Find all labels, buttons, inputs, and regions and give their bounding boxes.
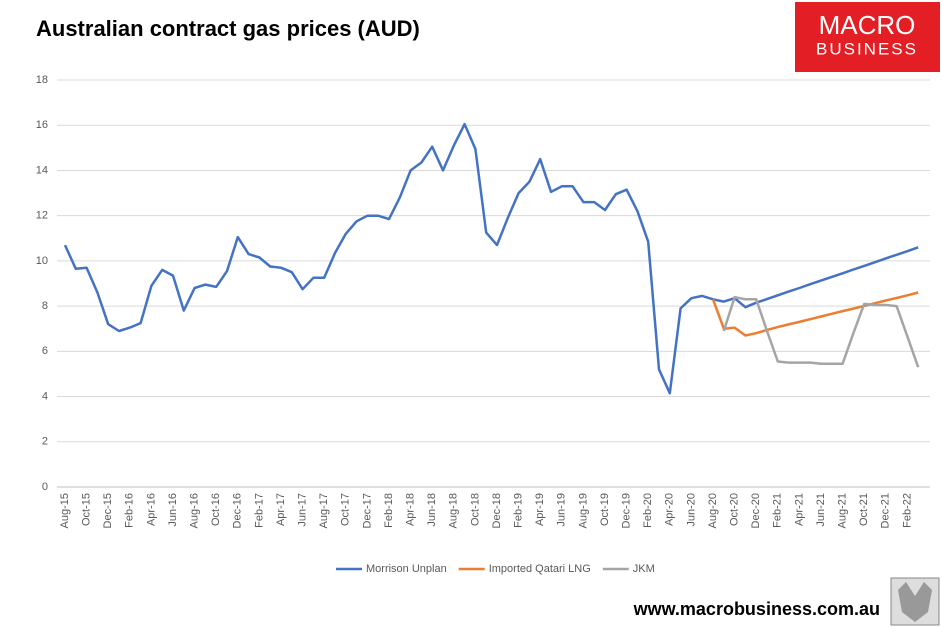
x-tick-label: Oct-21 (858, 493, 870, 526)
y-tick-label: 10 (36, 255, 48, 267)
x-tick-label: Apr-21 (793, 493, 805, 526)
x-tick-label: Jun-17 (297, 493, 309, 527)
x-tick-label: Jun-20 (685, 493, 697, 527)
x-tick-label: Oct-19 (599, 493, 611, 526)
chart-title: Australian contract gas prices (AUD) (36, 16, 420, 41)
x-tick-label: Feb-21 (772, 493, 784, 528)
x-tick-label: Dec-21 (880, 493, 892, 528)
x-tick-label: Feb-18 (383, 493, 395, 528)
x-tick-label: Dec-18 (491, 493, 503, 528)
wolf-icon (898, 582, 932, 622)
x-tick-label: Jun-21 (815, 493, 827, 527)
x-tick-label: Dec-15 (102, 493, 114, 528)
x-tick-label: Dec-16 (232, 493, 244, 528)
x-tick-label: Apr-19 (534, 493, 546, 526)
y-tick-label: 4 (42, 390, 48, 402)
x-tick-label: Apr-17 (275, 493, 287, 526)
legend-label: Morrison Unplan (366, 563, 447, 575)
x-tick-label: Apr-16 (145, 493, 157, 526)
x-tick-label: Dec-20 (750, 493, 762, 528)
x-tick-label: Aug-20 (707, 493, 719, 528)
x-tick-label: Jun-18 (426, 493, 438, 527)
x-tick-label: Jun-19 (556, 493, 568, 527)
x-tick-label: Feb-17 (253, 493, 265, 528)
y-tick-label: 6 (42, 345, 48, 357)
y-tick-label: 0 (42, 481, 48, 493)
x-tick-label: Aug-17 (318, 493, 330, 528)
y-tick-label: 16 (36, 119, 48, 131)
x-tick-label: Feb-16 (124, 493, 136, 528)
logo-text: BUSINESS (816, 39, 918, 58)
x-tick-label: Oct-17 (340, 493, 352, 526)
x-tick-label: Oct-20 (729, 493, 741, 526)
series-line (722, 295, 920, 368)
x-tick-label: Oct-15 (81, 493, 93, 526)
x-tick-label: Dec-17 (361, 493, 373, 528)
footer-url: www.macrobusiness.com.au (633, 599, 880, 619)
x-tick-label: Dec-19 (621, 493, 633, 528)
series-line (63, 122, 919, 395)
x-tick-label: Aug-21 (837, 493, 849, 528)
x-tick-label: Jun-16 (167, 493, 179, 527)
x-tick-label: Apr-20 (664, 493, 676, 526)
logo-box (795, 2, 940, 72)
x-tick-label: Aug-18 (448, 493, 460, 528)
x-tick-label: Aug-19 (577, 493, 589, 528)
y-tick-label: 8 (42, 300, 48, 312)
legend-label: JKM (633, 563, 655, 575)
logo-text: MACRO (819, 10, 916, 40)
x-tick-label: Feb-22 (901, 493, 913, 528)
x-tick-label: Oct-18 (469, 493, 481, 526)
series-line (711, 291, 919, 337)
y-tick-label: 12 (36, 210, 48, 222)
x-tick-label: Apr-18 (405, 493, 417, 526)
x-tick-label: Aug-15 (59, 493, 71, 528)
y-tick-label: 18 (36, 74, 48, 86)
x-tick-label: Aug-16 (189, 493, 201, 528)
x-tick-label: Feb-19 (513, 493, 525, 528)
y-tick-label: 14 (36, 164, 48, 176)
legend-label: Imported Qatari LNG (489, 563, 591, 575)
y-tick-label: 2 (42, 436, 48, 448)
x-tick-label: Feb-20 (642, 493, 654, 528)
x-tick-label: Oct-16 (210, 493, 222, 526)
